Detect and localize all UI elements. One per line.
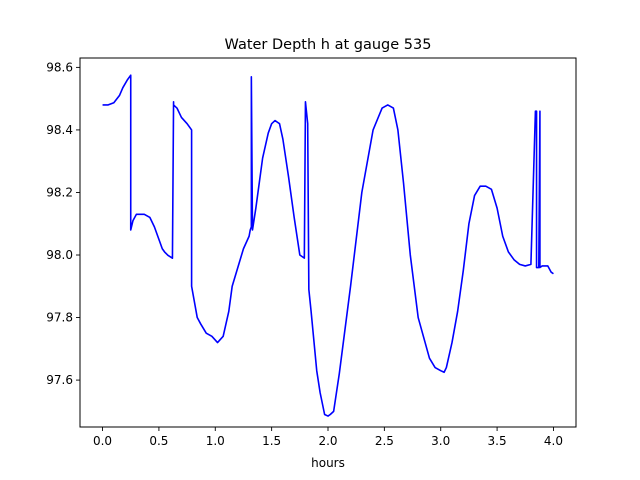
x-tick-label: 1.0 xyxy=(206,434,225,448)
chart-title: Water Depth h at gauge 535 xyxy=(225,37,432,53)
y-tick-label: 98.6 xyxy=(46,60,73,74)
x-tick-label: 3.5 xyxy=(488,434,507,448)
series-line-h xyxy=(102,74,554,417)
x-axis: 0.0 0.5 1.0 1.5 2.0 2.5 3.0 3.5 4.0 xyxy=(93,427,563,448)
y-tick-label: 97.8 xyxy=(46,311,73,325)
x-tick-label: 3.0 xyxy=(431,434,450,448)
y-tick-label: 98.2 xyxy=(46,185,73,199)
x-tick-label: 2.0 xyxy=(318,434,337,448)
y-tick-label: 97.6 xyxy=(46,373,73,387)
x-tick-label: 0.0 xyxy=(93,434,112,448)
x-tick-label: 4.0 xyxy=(544,434,563,448)
y-tick-label: 98.4 xyxy=(46,123,73,137)
y-axis: 97.6 97.8 98.0 98.2 98.4 98.6 xyxy=(46,60,80,387)
y-tick-label: 98.0 xyxy=(46,248,73,262)
x-tick-label: 2.5 xyxy=(375,434,394,448)
x-axis-label: hours xyxy=(311,456,345,470)
x-tick-label: 1.5 xyxy=(262,434,281,448)
series-layer xyxy=(102,74,554,417)
x-tick-label: 0.5 xyxy=(149,434,168,448)
